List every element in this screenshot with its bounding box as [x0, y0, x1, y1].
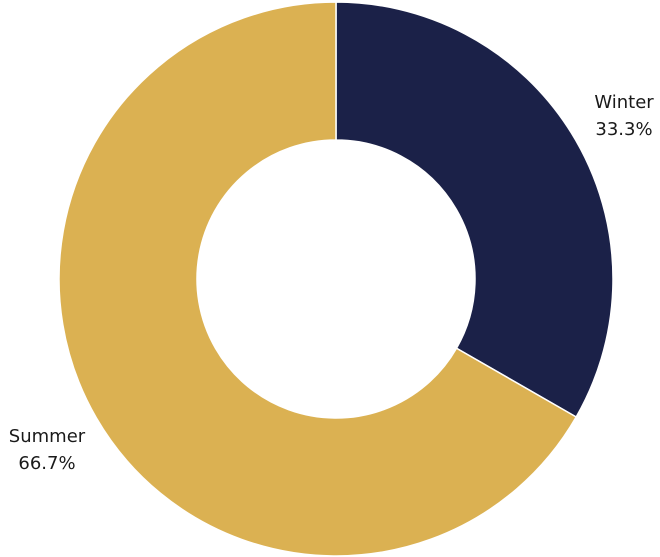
summer-label: Summer — [9, 426, 86, 447]
summer-value-label: 66.7% — [18, 453, 75, 474]
slice-summer — [58, 1, 578, 557]
winter-label: Winter — [594, 92, 654, 113]
slice-winter — [335, 1, 614, 419]
winter-value-label: 33.3% — [595, 119, 652, 140]
donut-slices — [58, 1, 614, 557]
